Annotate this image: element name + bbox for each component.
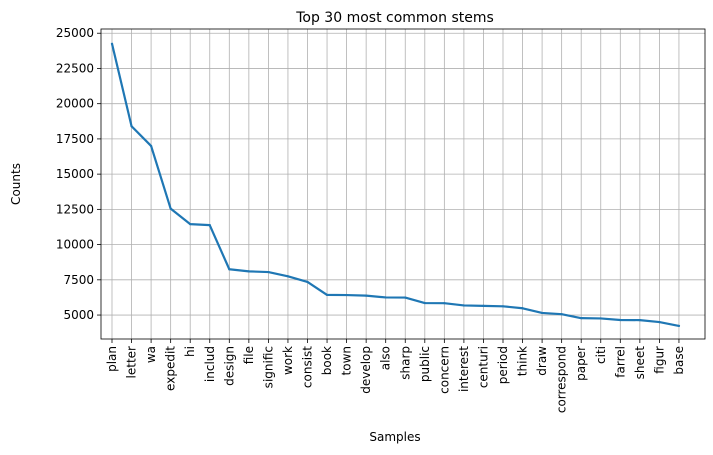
data-point bbox=[345, 293, 348, 297]
chart-title: Top 30 most common stems bbox=[295, 10, 494, 26]
data-point bbox=[599, 317, 602, 320]
x-tick-label: draw bbox=[535, 346, 549, 376]
x-tick-label: file bbox=[242, 346, 256, 364]
x-tick-label: public bbox=[418, 346, 432, 382]
series bbox=[110, 42, 681, 327]
data-point bbox=[638, 319, 641, 322]
data-point bbox=[619, 318, 622, 322]
y-tick-label: 12500 bbox=[56, 202, 94, 216]
x-tick-label: paper bbox=[574, 346, 588, 381]
x-tick-label: town bbox=[340, 346, 354, 375]
data-point bbox=[228, 268, 231, 271]
x-tick-label: plan bbox=[105, 346, 119, 372]
y-axis: 5000 7500 10000 12500 15000 17500 20000 22500 25… bbox=[56, 26, 101, 322]
data-point bbox=[286, 275, 290, 278]
x-tick-label: signific bbox=[261, 346, 275, 388]
data-point bbox=[169, 207, 172, 210]
data-point bbox=[658, 320, 661, 324]
x-tick-label: wa bbox=[144, 346, 158, 363]
data-point bbox=[423, 301, 426, 305]
data-point bbox=[150, 144, 153, 148]
data-point bbox=[247, 270, 250, 273]
x-tick-label: sharp bbox=[398, 346, 412, 380]
x-tick-label: citi bbox=[594, 346, 608, 364]
x-tick-label: period bbox=[496, 346, 510, 384]
data-point bbox=[267, 270, 270, 274]
y-tick-label: 7500 bbox=[63, 273, 94, 287]
data-point bbox=[384, 296, 387, 299]
x-tick-label: develop bbox=[359, 346, 373, 394]
x-axis-label: Samples bbox=[369, 430, 420, 444]
y-tick-label: 17500 bbox=[56, 132, 94, 146]
x-tick-label: centuri bbox=[476, 346, 490, 388]
data-point bbox=[580, 317, 583, 320]
y-tick-label: 15000 bbox=[56, 167, 94, 181]
x-tick-label: hi bbox=[183, 346, 197, 357]
x-tick-label: interest bbox=[457, 346, 471, 392]
y-tick-label: 5000 bbox=[63, 308, 94, 322]
x-tick-label: expedit bbox=[164, 346, 178, 391]
x-tick-label: book bbox=[320, 346, 334, 375]
data-point bbox=[110, 42, 114, 45]
x-tick-label: figur bbox=[652, 346, 666, 374]
data-point bbox=[365, 294, 368, 297]
plot-frame bbox=[100, 28, 706, 340]
data-point bbox=[560, 313, 563, 316]
y-tick-label: 25000 bbox=[56, 26, 94, 40]
x-tick-label: correspond bbox=[555, 346, 569, 413]
data-point bbox=[443, 302, 446, 305]
grid bbox=[101, 29, 705, 339]
data-point bbox=[462, 304, 465, 307]
data-point bbox=[404, 296, 407, 299]
y-tick-label: 22500 bbox=[56, 61, 94, 75]
x-axis: plan letter wa expedit hi includ design file sig… bbox=[105, 339, 686, 413]
y-tick-label: 10000 bbox=[56, 238, 94, 252]
data-point bbox=[306, 280, 309, 284]
x-tick-label: also bbox=[379, 346, 393, 370]
data-point bbox=[521, 307, 524, 310]
x-tick-label: think bbox=[516, 346, 530, 376]
x-tick-label: concern bbox=[437, 346, 451, 394]
data-point bbox=[501, 305, 505, 308]
x-tick-label: includ bbox=[203, 346, 217, 382]
y-tick-label: 20000 bbox=[56, 97, 94, 111]
data-point bbox=[482, 304, 485, 307]
data-point bbox=[325, 293, 329, 296]
data-point bbox=[677, 324, 681, 327]
y-axis-label: Counts bbox=[9, 163, 23, 205]
x-tick-label: letter bbox=[125, 346, 139, 379]
x-tick-label: sheet bbox=[633, 346, 647, 380]
data-point bbox=[189, 223, 192, 226]
x-tick-label: work bbox=[281, 346, 295, 375]
x-tick-label: base bbox=[672, 346, 686, 375]
data-point bbox=[541, 311, 544, 315]
series-line bbox=[110, 42, 681, 327]
x-tick-label: consist bbox=[301, 346, 315, 388]
data-point bbox=[208, 224, 211, 227]
x-tick-label: farrel bbox=[613, 346, 627, 378]
x-tick-label: design bbox=[222, 346, 236, 386]
data-point bbox=[130, 125, 133, 128]
